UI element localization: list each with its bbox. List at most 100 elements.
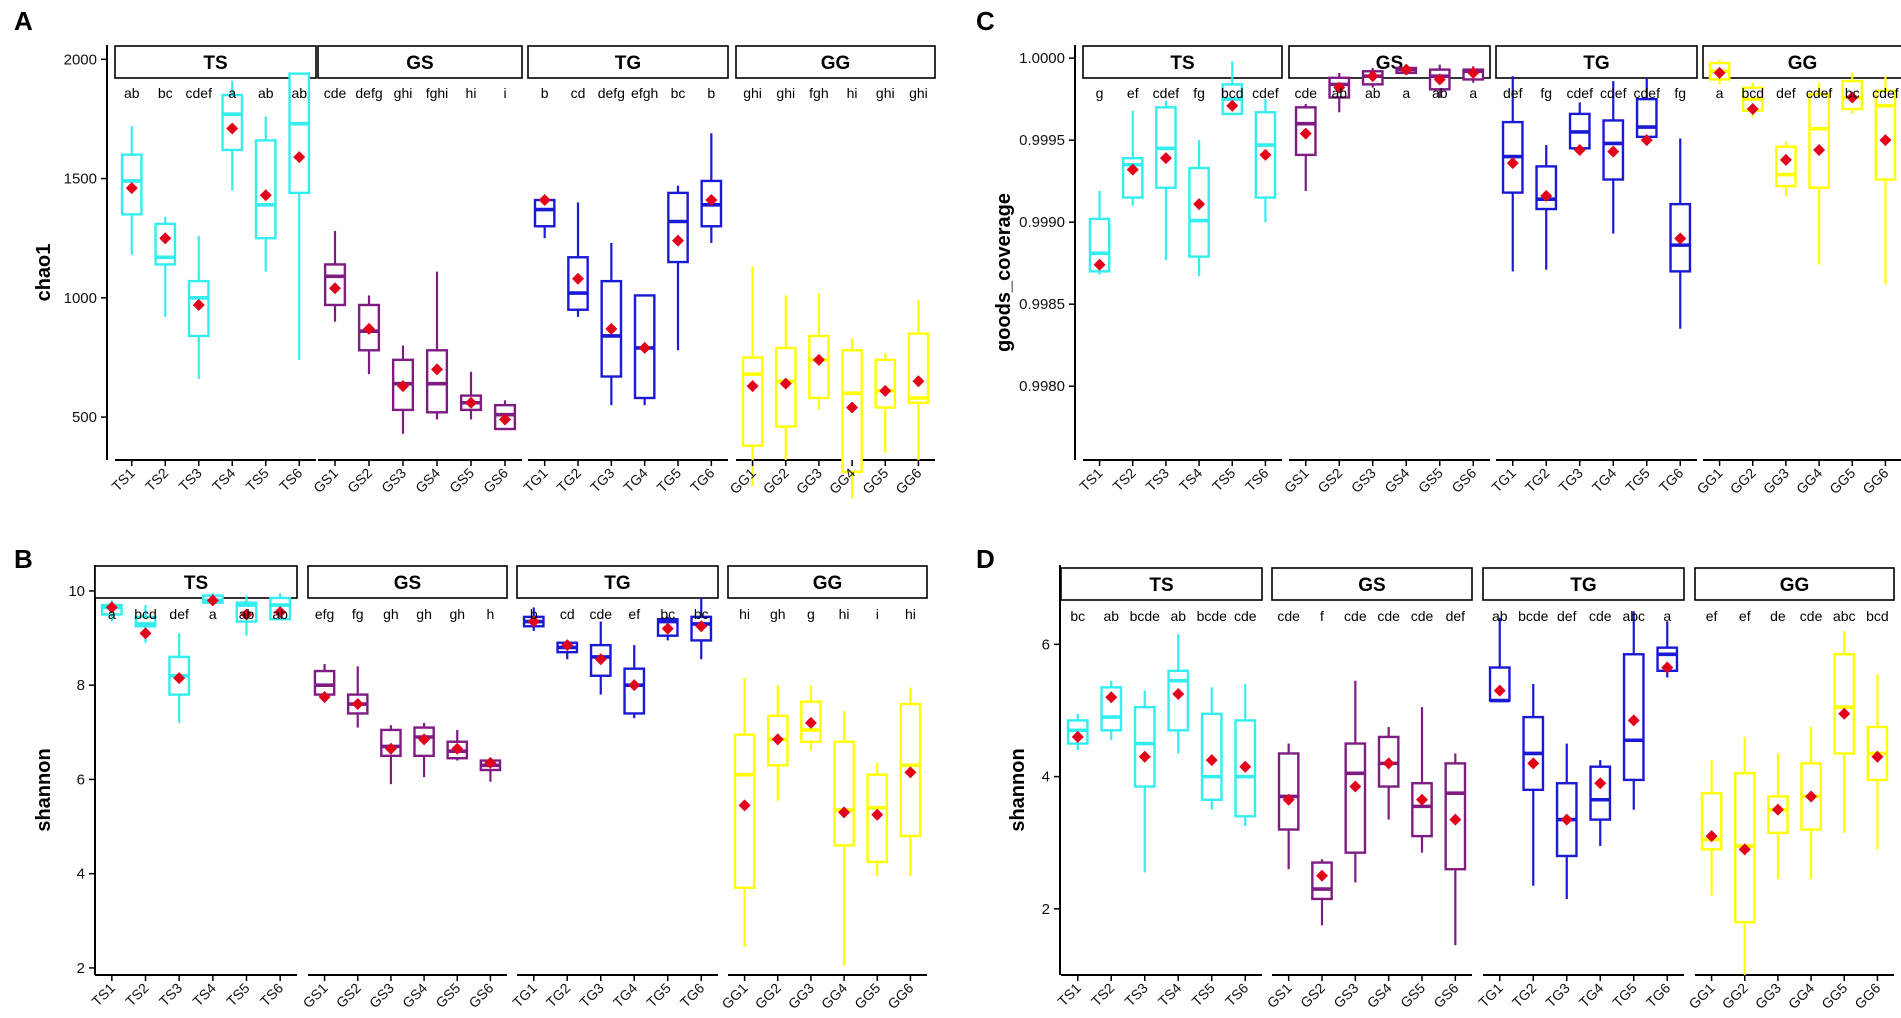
box-GS1 <box>323 231 347 322</box>
significance-letter: bcd <box>134 606 157 622</box>
x-tick-label: GG3 <box>785 980 817 1012</box>
y-tick-label: 4 <box>77 866 85 883</box>
mean-marker <box>1126 163 1139 176</box>
box-TS1 <box>100 600 123 622</box>
y-tick-label: 0.9990 <box>1019 214 1065 231</box>
y-tick-label: 2 <box>77 960 85 977</box>
significance-letter: ab <box>1432 85 1448 101</box>
significance-letter: bc <box>660 606 675 622</box>
mean-marker <box>1333 81 1346 94</box>
box-TS4 <box>1167 634 1190 754</box>
x-tick-label: GG4 <box>1785 980 1817 1012</box>
x-tick-label: TG5 <box>643 980 674 1011</box>
box-GS5 <box>446 729 469 761</box>
facet-strip <box>527 45 729 79</box>
box-GS6 <box>493 400 517 431</box>
mean-marker <box>738 799 751 812</box>
significance-letter: fg <box>1540 85 1552 101</box>
significance-letter: ab <box>1365 85 1381 101</box>
significance-letter: bc <box>694 606 709 622</box>
significance-letter: cde <box>1294 85 1317 101</box>
mean-marker <box>1282 793 1295 806</box>
x-tick-label: TG2 <box>554 465 585 496</box>
box-GS6 <box>1462 66 1485 83</box>
box-body <box>1833 653 1856 755</box>
box-TS2 <box>134 605 157 643</box>
mean-marker <box>1382 757 1395 770</box>
mean-marker <box>465 396 477 409</box>
mean-marker <box>1093 258 1106 271</box>
x-tick-label: GS2 <box>333 980 364 1011</box>
significance-letter: h <box>487 606 495 622</box>
box-GS3 <box>1361 67 1384 88</box>
box-GG6 <box>907 300 930 465</box>
box-TS3 <box>1133 690 1156 873</box>
x-tick-label: GG3 <box>1752 980 1784 1012</box>
mean-marker <box>159 232 172 245</box>
mean-marker <box>1771 803 1784 816</box>
significance-letter: cdef <box>1567 85 1594 101</box>
mean-marker <box>499 413 511 426</box>
box-body <box>808 334 830 400</box>
x-tick-label: TG6 <box>1656 465 1687 496</box>
x-tick-label: TS1 <box>108 465 138 495</box>
x-tick-label: GS6 <box>1430 980 1461 1011</box>
box-GS1 <box>313 663 336 703</box>
x-tick-label: TG1 <box>509 980 540 1011</box>
significance-letter: cdef <box>1600 85 1627 101</box>
significance-letter: cde <box>589 606 612 622</box>
box-GG1 <box>741 266 764 487</box>
box-GS5 <box>1428 64 1451 98</box>
box-GG3 <box>1767 753 1789 880</box>
significance-letter: b <box>707 85 715 101</box>
box-GS3 <box>391 345 415 434</box>
facet-label: GS <box>1358 575 1385 596</box>
facet-strip <box>1271 567 1473 601</box>
mean-marker <box>527 615 540 628</box>
significance-letter: a <box>209 606 217 622</box>
x-tick-label: GS3 <box>1348 465 1379 496</box>
x-tick-label: GG5 <box>1818 980 1850 1012</box>
box-GG6 <box>1866 674 1889 850</box>
x-tick-label: TG4 <box>620 465 651 496</box>
significance-letter: cde <box>1377 608 1400 624</box>
box-GG6 <box>899 687 922 877</box>
x-tick-label: TG3 <box>576 980 607 1011</box>
mean-marker <box>1573 143 1586 156</box>
box-GG5 <box>1841 72 1864 114</box>
x-tick-label: GG2 <box>760 465 792 497</box>
significance-letter: def <box>1503 85 1523 101</box>
significance-letter: cdef <box>1153 85 1180 101</box>
mean-marker <box>812 353 825 366</box>
significance-letter: bc <box>1070 608 1085 624</box>
x-tick-label: GG2 <box>1719 980 1751 1012</box>
mean-marker <box>431 363 443 376</box>
significance-letter: fg <box>1674 85 1686 101</box>
x-tick-label: GS1 <box>1281 465 1312 496</box>
x-tick-label: TS2 <box>142 465 172 495</box>
box-GS2 <box>357 295 381 375</box>
box-TG1 <box>533 194 556 239</box>
x-tick-label: GG1 <box>726 465 758 497</box>
facet-label: GS <box>406 53 433 74</box>
box-GS4 <box>425 271 449 420</box>
facet-label: TS <box>1149 575 1173 596</box>
significance-letter: hi <box>905 606 916 622</box>
significance-letter: hi <box>739 606 750 622</box>
box-TG4 <box>633 294 656 406</box>
mean-marker <box>363 322 375 335</box>
facet-label: TG <box>604 573 630 594</box>
x-tick-label: GS2 <box>1297 980 1328 1011</box>
mean-marker <box>638 341 651 354</box>
box-TS3 <box>168 633 191 723</box>
x-tick-label: GS6 <box>480 465 511 496</box>
mean-marker <box>318 690 331 703</box>
mean-marker <box>1627 714 1640 727</box>
x-tick-label: TS2 <box>122 980 152 1010</box>
mean-marker <box>1316 869 1328 882</box>
x-tick-label: TG5 <box>1622 465 1653 496</box>
box-GS2 <box>346 666 369 728</box>
box-body <box>1277 752 1300 831</box>
